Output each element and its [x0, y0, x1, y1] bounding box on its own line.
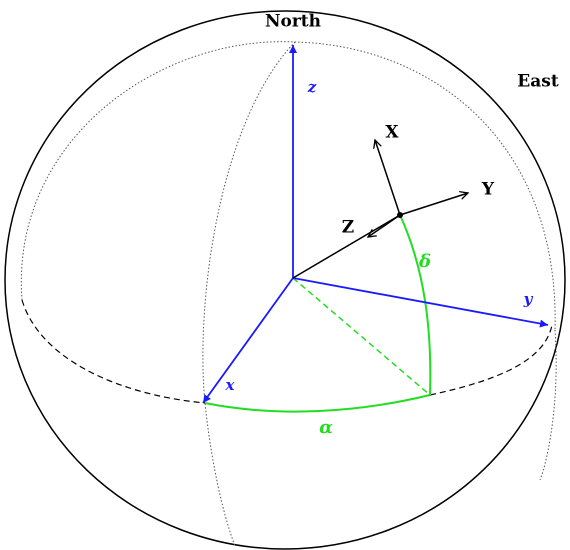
- meridian: [202, 41, 296, 547]
- label-z-axis: z: [307, 78, 317, 96]
- label-body-x: X: [385, 123, 399, 143]
- body-y: [399, 193, 468, 216]
- meridian-right: [539, 329, 557, 481]
- delta-arc: [399, 214, 432, 396]
- label-alpha: α: [319, 417, 333, 438]
- label-body-z: Z: [342, 218, 354, 238]
- x-axis: [202, 277, 294, 404]
- projection-line: [292, 277, 431, 396]
- label-y-axis: y: [523, 290, 534, 308]
- label-x-axis: x: [225, 376, 236, 394]
- equator-front-left: [21, 299, 206, 404]
- body-z: [368, 214, 401, 237]
- point: [397, 212, 403, 218]
- body-x: [375, 140, 401, 216]
- label-body-y: Y: [481, 180, 495, 200]
- sphere: [4, 10, 566, 550]
- label-delta: δ: [418, 251, 431, 272]
- label-east: East: [517, 72, 559, 92]
- radius: [292, 214, 401, 279]
- y-axis: [292, 277, 549, 328]
- equator-front-right: [429, 324, 553, 396]
- dotted-circle: [20, 41, 556, 331]
- label-north: North: [265, 12, 321, 32]
- alpha-arc: [204, 394, 431, 413]
